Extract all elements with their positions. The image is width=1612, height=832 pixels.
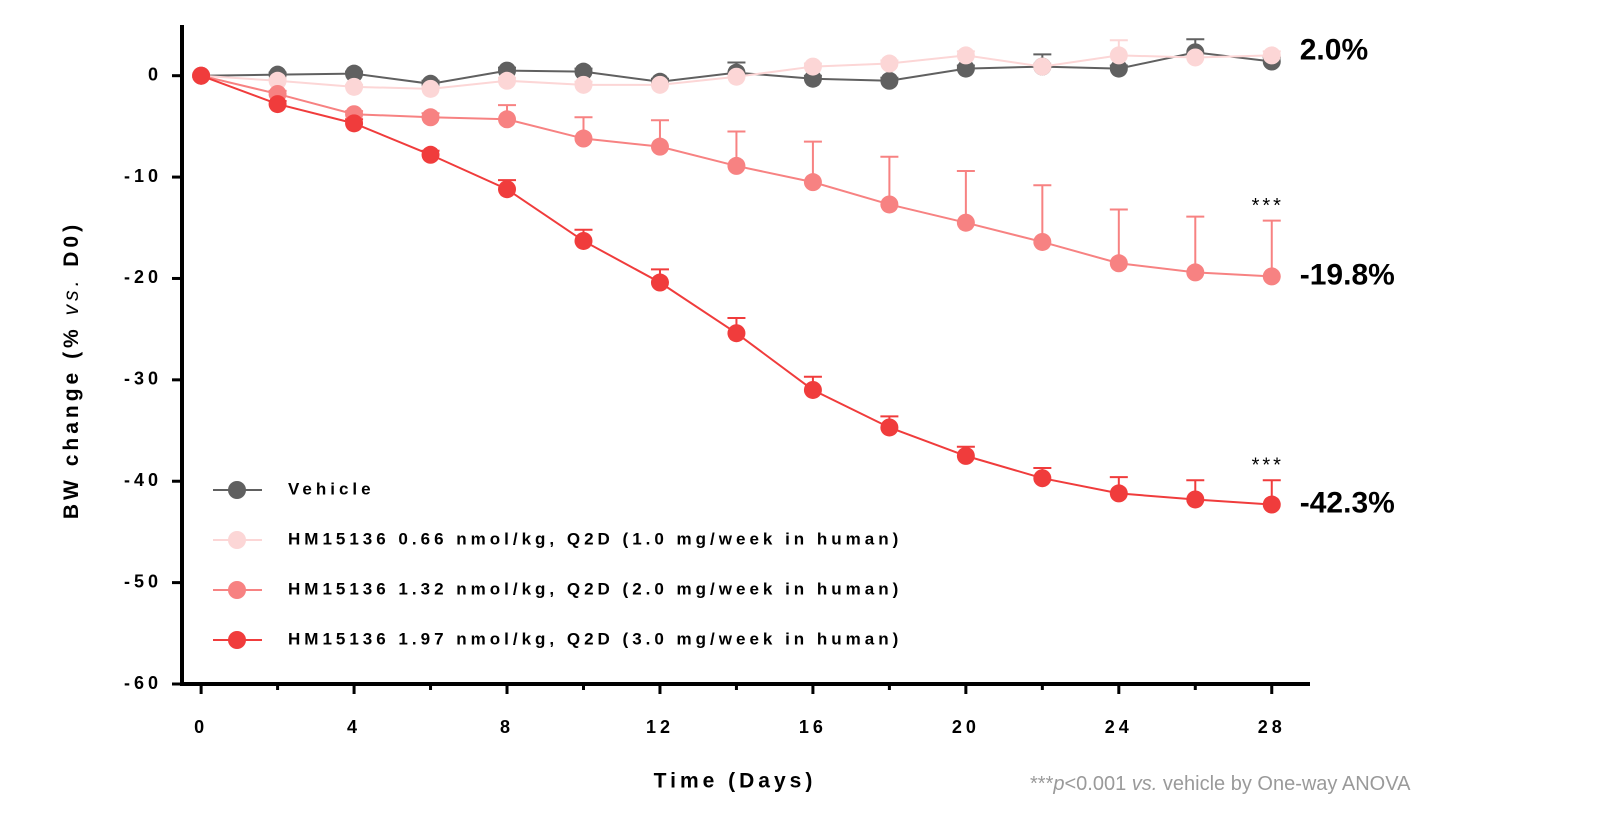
point <box>1033 57 1052 76</box>
point <box>880 54 899 73</box>
point <box>650 273 669 292</box>
point <box>803 173 822 192</box>
y-tick-label: -10 <box>124 166 162 186</box>
point <box>345 114 364 133</box>
point <box>803 380 822 399</box>
y-label-part: D0) <box>60 221 83 277</box>
point <box>574 62 593 81</box>
legend-marker <box>228 581 246 599</box>
point <box>1033 469 1052 488</box>
error-bar <box>1033 184 1052 242</box>
point <box>956 46 975 65</box>
y-tick-label: -20 <box>124 267 162 287</box>
point <box>880 418 899 437</box>
x-tick-label: 4 <box>347 717 361 737</box>
y-label-part: BW change (% <box>60 315 83 519</box>
legend-label: HM15136 0.66 nmol/kg, Q2D (1.0 mg/week i… <box>288 529 902 548</box>
point <box>1033 232 1052 251</box>
point <box>727 324 746 343</box>
legend-label: Vehicle <box>288 479 375 498</box>
y-tick-label: -60 <box>124 673 162 693</box>
point <box>268 95 287 114</box>
footnote-part: vehicle by One-way ANOVA <box>1157 773 1411 795</box>
point <box>1186 263 1205 282</box>
point <box>956 59 975 78</box>
point <box>1262 495 1281 514</box>
point <box>192 66 211 85</box>
end-label: 2.0% <box>1300 33 1368 66</box>
footnote-part: *** <box>1030 773 1054 795</box>
y-tick-label: -40 <box>124 470 162 490</box>
point <box>421 79 440 98</box>
series-line <box>200 74 1272 278</box>
x-tick-label: 20 <box>952 717 980 737</box>
point <box>880 195 899 214</box>
point <box>650 75 669 94</box>
footnote-part: vs. <box>1132 773 1158 795</box>
error-bar <box>1186 215 1205 273</box>
point <box>1109 59 1128 78</box>
point <box>574 129 593 148</box>
footnote: ***p<0.001 vs. vehicle by One-way ANOVA <box>1030 773 1411 795</box>
point <box>574 231 593 250</box>
point <box>803 57 822 76</box>
point <box>268 71 287 90</box>
legend-marker <box>228 631 246 649</box>
point <box>345 77 364 96</box>
point <box>574 75 593 94</box>
x-tick-label: 24 <box>1105 717 1133 737</box>
x-tick-label: 0 <box>194 717 208 737</box>
legend-label: HM15136 1.32 nmol/kg, Q2D (2.0 mg/week i… <box>288 579 902 598</box>
error-bar <box>1262 219 1281 277</box>
legend-marker <box>228 531 246 549</box>
y-tick-label: 0 <box>148 64 162 84</box>
significance: *** <box>1252 454 1284 476</box>
point <box>727 67 746 86</box>
end-label: -42.3% <box>1300 486 1395 519</box>
point <box>1186 48 1205 67</box>
x-tick-label: 12 <box>646 717 674 737</box>
point <box>421 108 440 127</box>
y-tick-label: -50 <box>124 571 162 591</box>
point <box>498 180 517 199</box>
point <box>421 145 440 164</box>
point <box>1109 254 1128 273</box>
footnote-part: p <box>1052 773 1064 795</box>
point <box>880 71 899 90</box>
point <box>956 446 975 465</box>
footnote-part: <0.001 <box>1064 773 1131 795</box>
point <box>498 110 517 129</box>
legend-marker <box>228 481 246 499</box>
point <box>956 213 975 232</box>
point <box>1262 46 1281 65</box>
end-label: -19.8% <box>1300 258 1395 291</box>
point <box>727 156 746 175</box>
y-label-part: vs. <box>60 277 83 316</box>
x-axis-label: Time (Days) <box>654 770 817 793</box>
y-axis-label: BW change (% vs. D0) <box>60 221 83 519</box>
point <box>1262 267 1281 286</box>
point <box>1109 46 1128 65</box>
x-tick-label: 28 <box>1258 717 1286 737</box>
significance: *** <box>1252 195 1284 217</box>
legend-label: HM15136 1.97 nmol/kg, Q2D (3.0 mg/week i… <box>288 629 902 648</box>
x-tick-label: 16 <box>799 717 827 737</box>
point <box>650 137 669 156</box>
point <box>1186 490 1205 509</box>
point <box>345 64 364 83</box>
x-tick-label: 8 <box>500 717 514 737</box>
point <box>498 71 517 90</box>
point <box>1109 484 1128 503</box>
y-tick-label: -30 <box>124 369 162 389</box>
